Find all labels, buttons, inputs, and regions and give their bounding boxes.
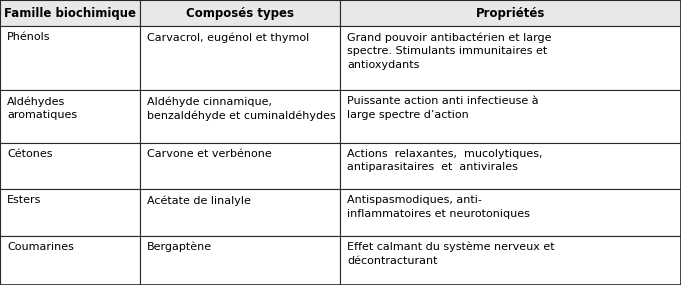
Text: Cétones: Cétones: [7, 149, 52, 159]
Bar: [140, 189, 340, 236]
Text: Coumarines: Coumarines: [7, 242, 74, 252]
Text: Aldéhyde cinnamique,
benzaldéhyde et cuminaldéhydes: Aldéhyde cinnamique, benzaldéhyde et cum…: [146, 96, 335, 121]
Text: Puissante action anti infectieuse à
large spectre d’action: Puissante action anti infectieuse à larg…: [347, 96, 539, 120]
Text: Carvone et verbénone: Carvone et verbénone: [146, 149, 271, 159]
Text: Carvacrol, eugénol et thymol: Carvacrol, eugénol et thymol: [146, 32, 309, 42]
Bar: [340, 236, 681, 285]
Bar: [0, 143, 140, 189]
Text: Grand pouvoir antibactérien et large
spectre. Stimulants immunitaires et
antioxy: Grand pouvoir antibactérien et large spe…: [347, 32, 552, 70]
Text: Aldéhydes
aromatiques: Aldéhydes aromatiques: [7, 96, 77, 121]
Bar: [0, 26, 140, 90]
Bar: [0, 90, 140, 143]
Text: Composés types: Composés types: [186, 7, 294, 19]
Bar: [340, 0, 681, 26]
Bar: [0, 0, 140, 26]
Bar: [140, 26, 340, 90]
Bar: [140, 0, 340, 26]
Bar: [140, 143, 340, 189]
Text: Famille biochimique: Famille biochimique: [4, 7, 136, 19]
Bar: [140, 236, 340, 285]
Bar: [140, 90, 340, 143]
Text: Acétate de linalyle: Acétate de linalyle: [146, 195, 251, 206]
Bar: [340, 143, 681, 189]
Bar: [340, 90, 681, 143]
Bar: [340, 189, 681, 236]
Bar: [0, 236, 140, 285]
Text: Propriétés: Propriétés: [476, 7, 545, 19]
Text: Bergaptène: Bergaptène: [146, 242, 212, 252]
Text: Effet calmant du système nerveux et
décontracturant: Effet calmant du système nerveux et déco…: [347, 242, 555, 266]
Text: Antispasmodiques, anti-
inflammatoires et neurotoniques: Antispasmodiques, anti- inflammatoires e…: [347, 195, 530, 219]
Text: Esters: Esters: [7, 195, 42, 205]
Text: Actions  relaxantes,  mucolytiques,
antiparasitaires  et  antivirales: Actions relaxantes, mucolytiques, antipa…: [347, 149, 543, 172]
Bar: [340, 26, 681, 90]
Text: Phénols: Phénols: [7, 32, 50, 42]
Bar: [0, 189, 140, 236]
